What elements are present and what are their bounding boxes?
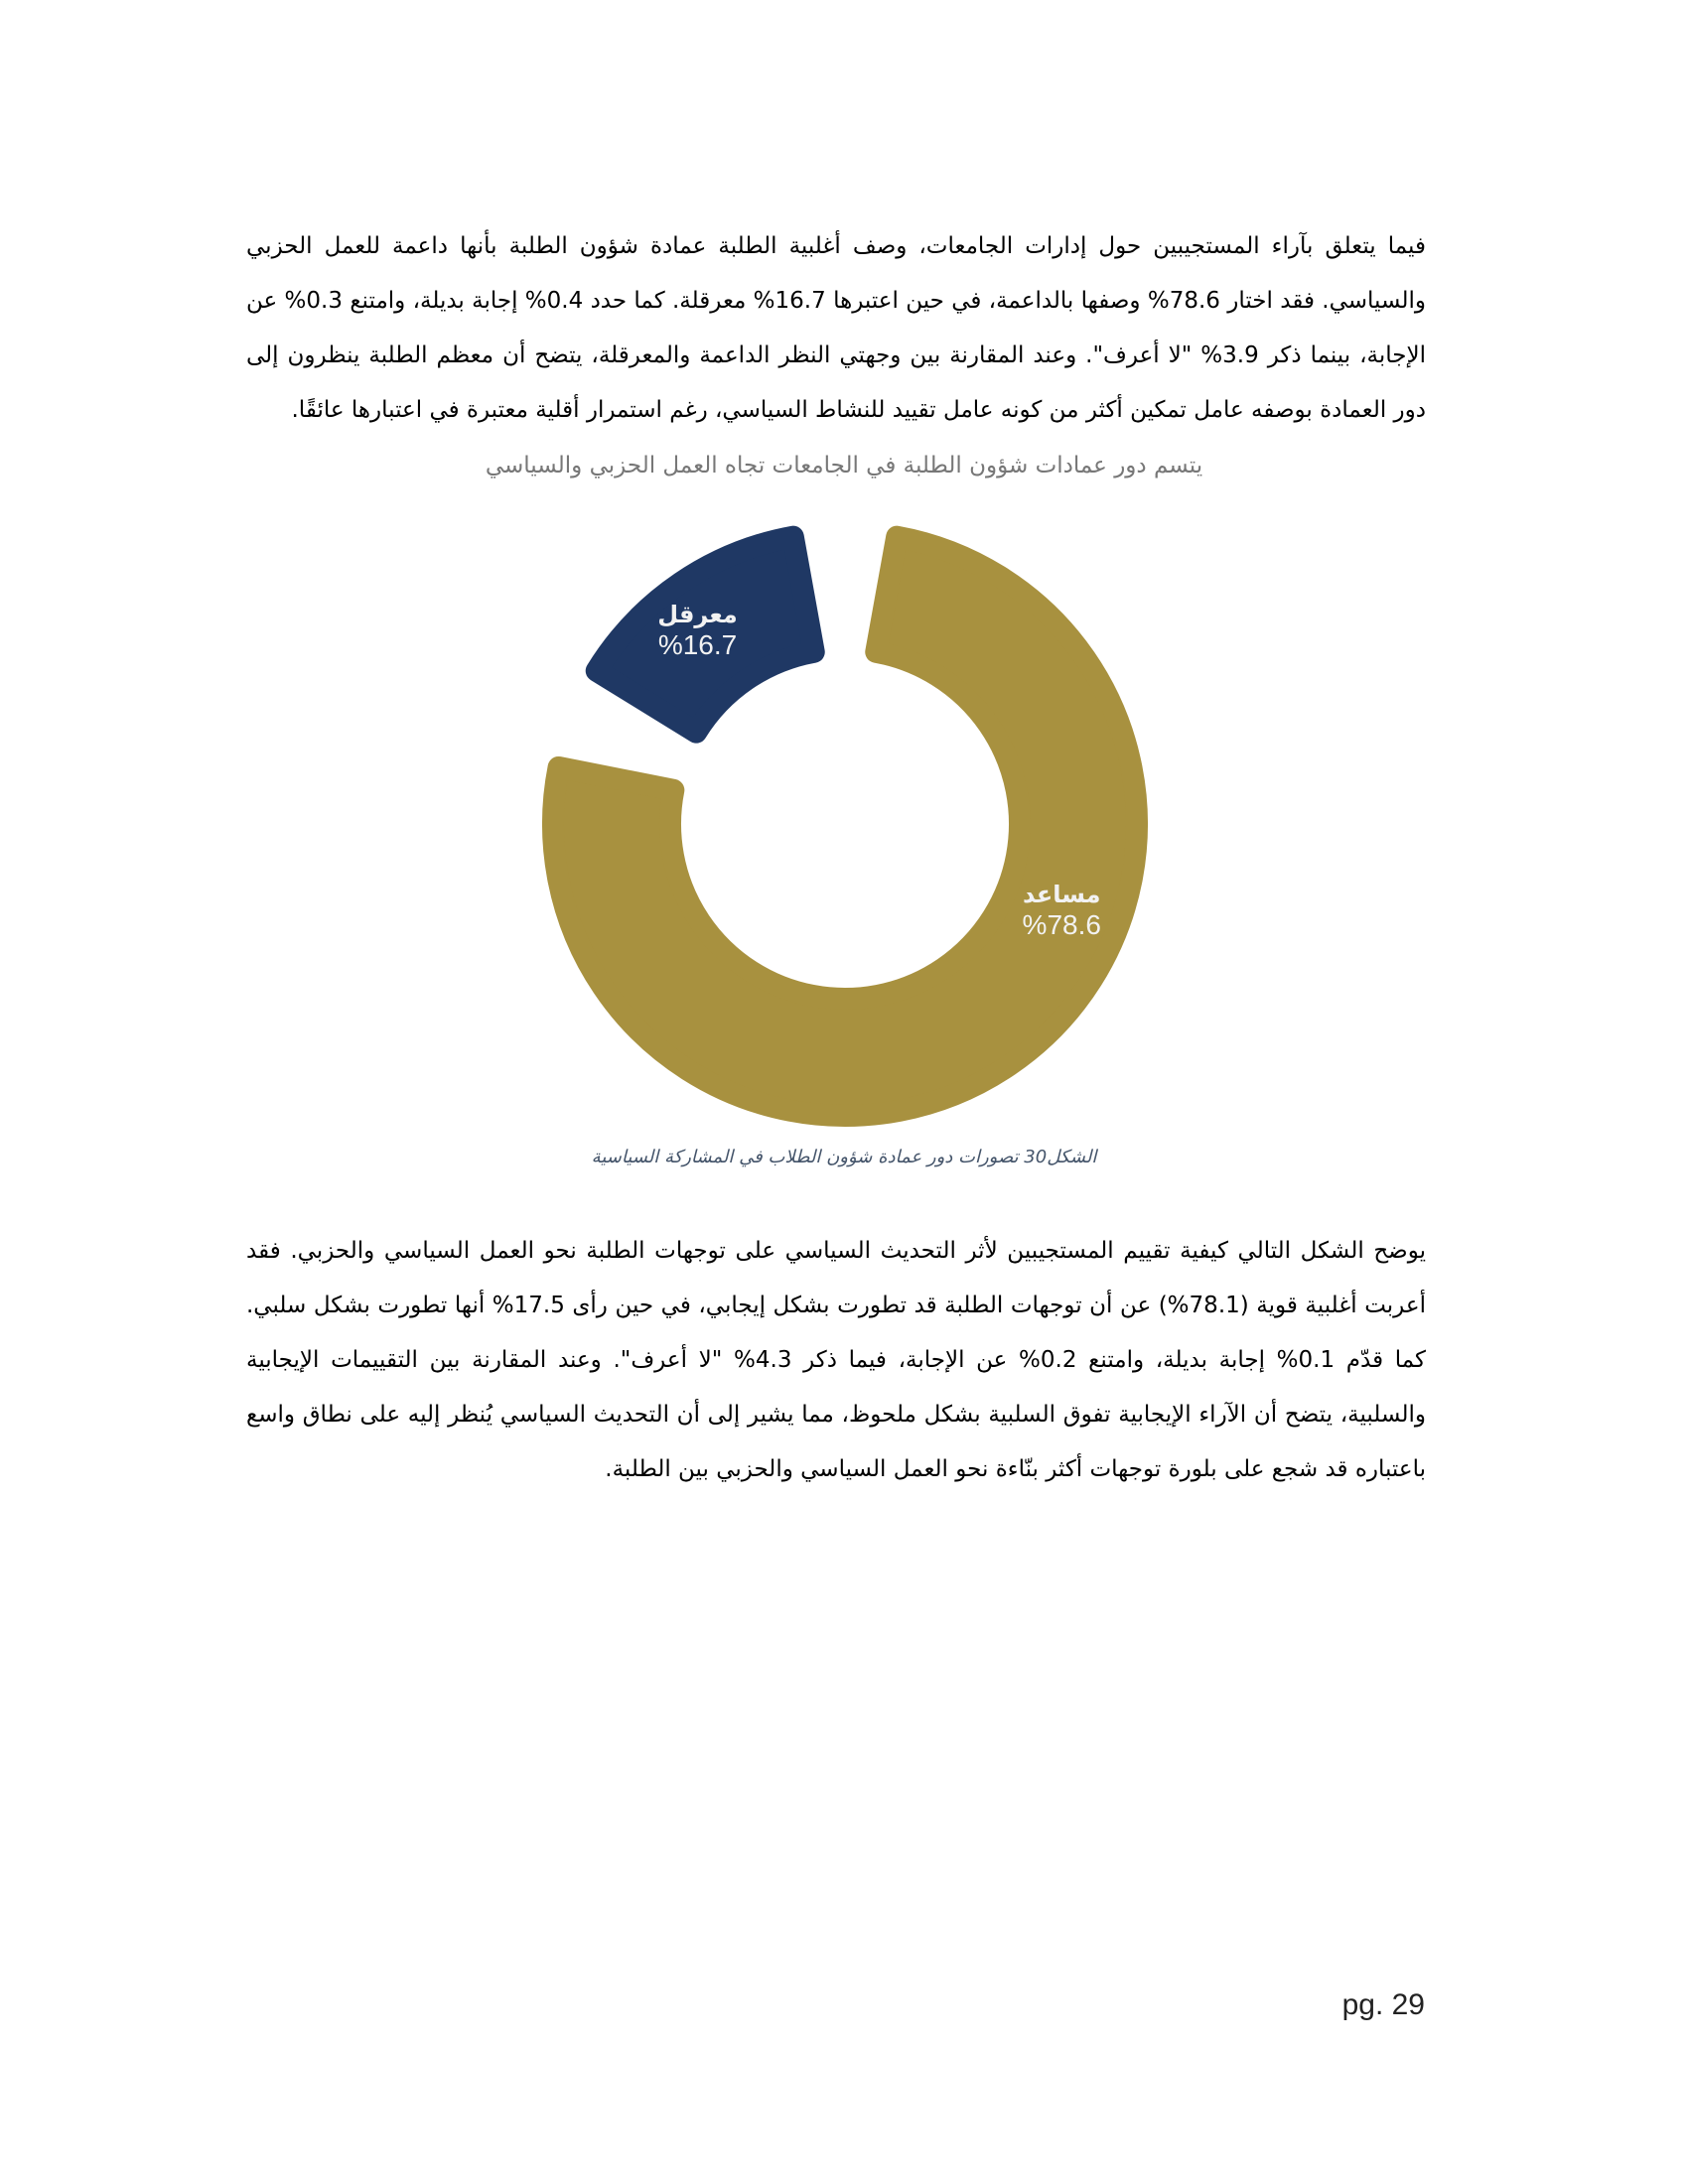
slice-value-label: %78.6 xyxy=(1023,909,1101,940)
page-number: pg. 29 xyxy=(1341,1988,1425,2021)
donut-chart: مساعد%78.6 معرقل%16.7 xyxy=(542,525,1148,1127)
paragraph-deanship-views: فيما يتعلق بآراء المستجيبين حول إدارات ا… xyxy=(246,233,1427,423)
slice-name-label: معرقل xyxy=(657,601,737,628)
donut-slice-0 xyxy=(542,525,1148,1127)
paragraph-modernization-impact: يوضح الشكل التالي كيفية تقييم المستجيبين… xyxy=(246,1238,1427,1482)
chart-title: يتسم دور عمادات شؤون الطلبة في الجامعات … xyxy=(485,453,1203,478)
slice-value-label: %16.7 xyxy=(658,629,737,660)
donut-slice-1 xyxy=(585,525,825,744)
figure-caption: الشكل30 تصورات دور عمادة شؤون الطلاب في … xyxy=(591,1147,1097,1167)
slice-name-label: مساعد xyxy=(1023,881,1101,908)
